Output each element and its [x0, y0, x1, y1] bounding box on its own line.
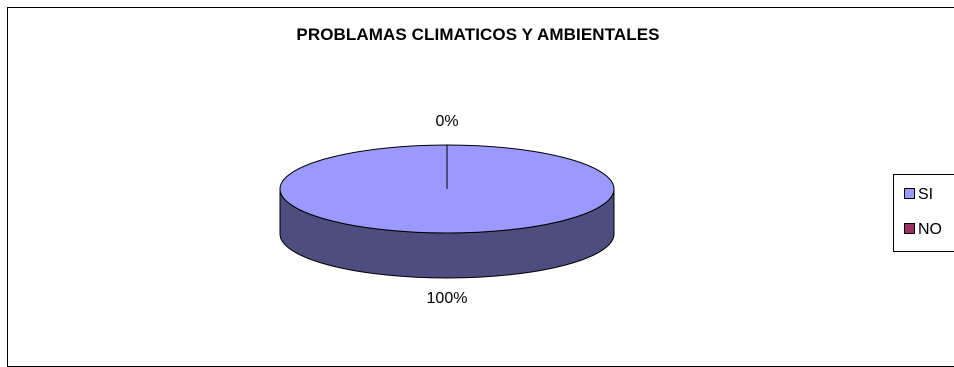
- data-label-si: 100%: [427, 290, 468, 307]
- legend-swatch-no: [904, 223, 915, 234]
- legend-item-si: SI: [904, 186, 933, 204]
- data-label-no: 0%: [435, 113, 458, 130]
- chart-title: PROBLAMAS CLIMATICOS Y AMBIENTALES: [296, 25, 660, 44]
- legend-item-no: NO: [904, 221, 942, 239]
- legend: SI NO: [893, 174, 954, 252]
- legend-swatch-si: [904, 188, 915, 199]
- legend-label-si: SI: [918, 186, 934, 203]
- legend-label-no: NO: [918, 221, 942, 238]
